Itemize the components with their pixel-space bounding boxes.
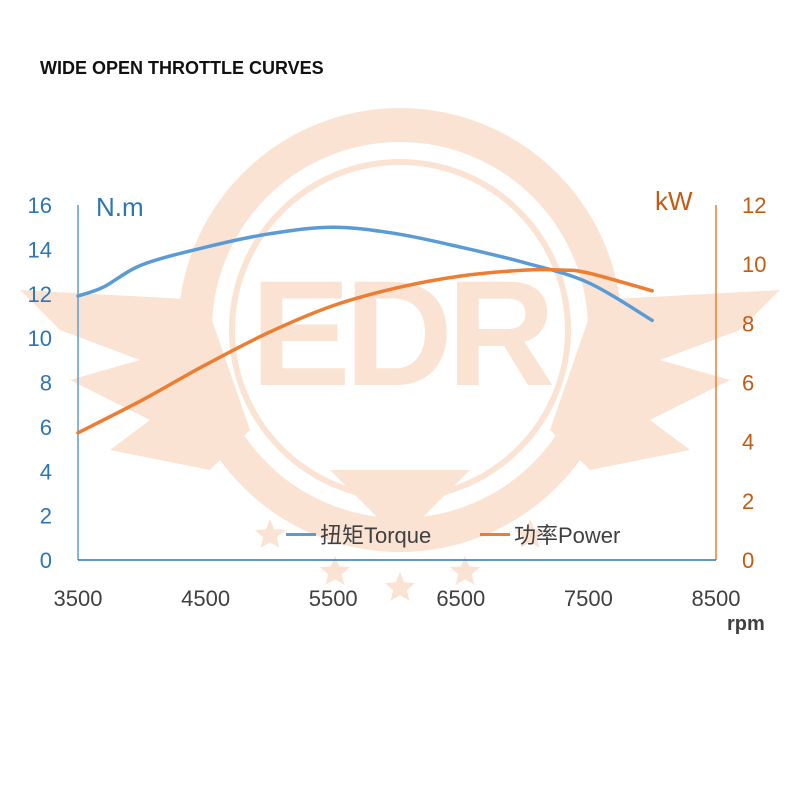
legend-swatch-power xyxy=(480,532,510,536)
legend-item-power: 功率Power xyxy=(480,518,620,550)
right-y-tick-label: 4 xyxy=(742,430,754,455)
left-y-tick-label: 8 xyxy=(40,371,52,396)
watermark-star-icon-4 xyxy=(449,556,481,585)
right-axis-unit-label: kW xyxy=(655,186,693,216)
right-y-tick-label: 8 xyxy=(742,311,754,336)
x-tick-label: 5500 xyxy=(309,586,358,611)
right-y-tick-label: 6 xyxy=(742,371,754,396)
x-tick-label: 6500 xyxy=(436,586,485,611)
left-y-tick-label: 6 xyxy=(40,415,52,440)
left-y-tick-label: 2 xyxy=(40,504,52,529)
watermark-logo-text: EDR xyxy=(251,249,553,417)
chart-series-lines xyxy=(76,225,654,435)
left-y-tick-label: 14 xyxy=(28,237,52,262)
left-y-tick-label: 16 xyxy=(28,193,52,218)
chart-tick-labels: 0 2 4 6 8 10 12 14 16 0 2 4 6 8 10 12 3500 4500 5500 6500 75… xyxy=(28,193,767,611)
watermark-star-icon-2 xyxy=(319,556,351,585)
right-y-tick-label: 2 xyxy=(742,489,754,514)
chart-axes xyxy=(77,205,717,561)
watermark-star-icon-5 xyxy=(514,519,546,548)
x-axis-unit-label: rpm xyxy=(727,613,765,635)
chart-title: WIDE OPEN THROTTLE CURVES xyxy=(40,58,324,78)
watermark-bottom-chevron xyxy=(330,470,470,540)
x-tick-label: 3500 xyxy=(54,586,103,611)
right-y-tick-label: 12 xyxy=(742,193,766,218)
left-y-tick-label: 4 xyxy=(40,459,52,484)
x-tick-label: 7500 xyxy=(564,586,613,611)
watermark-left-wing xyxy=(20,290,250,470)
watermark-star-icon-1 xyxy=(254,519,286,548)
watermark-star-icon-3 xyxy=(384,572,416,601)
right-y-tick-label: 0 xyxy=(742,548,754,573)
left-y-tick-label: 0 xyxy=(40,548,52,573)
x-tick-label: 8500 xyxy=(692,586,741,611)
left-y-tick-label: 10 xyxy=(28,326,52,351)
legend-swatch-torque xyxy=(286,532,316,536)
right-y-tick-label: 10 xyxy=(742,252,766,277)
legend-label-power: 功率Power xyxy=(514,523,621,548)
left-y-tick-label: 12 xyxy=(28,282,52,307)
left-axis-unit-label: N.m xyxy=(96,192,144,222)
legend-label-torque: 扭矩Torque xyxy=(320,523,432,548)
power-series-line xyxy=(76,267,654,435)
legend-item-torque: 扭矩Torque xyxy=(286,518,431,550)
x-tick-label: 4500 xyxy=(181,586,230,611)
watermark-right-wing xyxy=(550,290,780,470)
